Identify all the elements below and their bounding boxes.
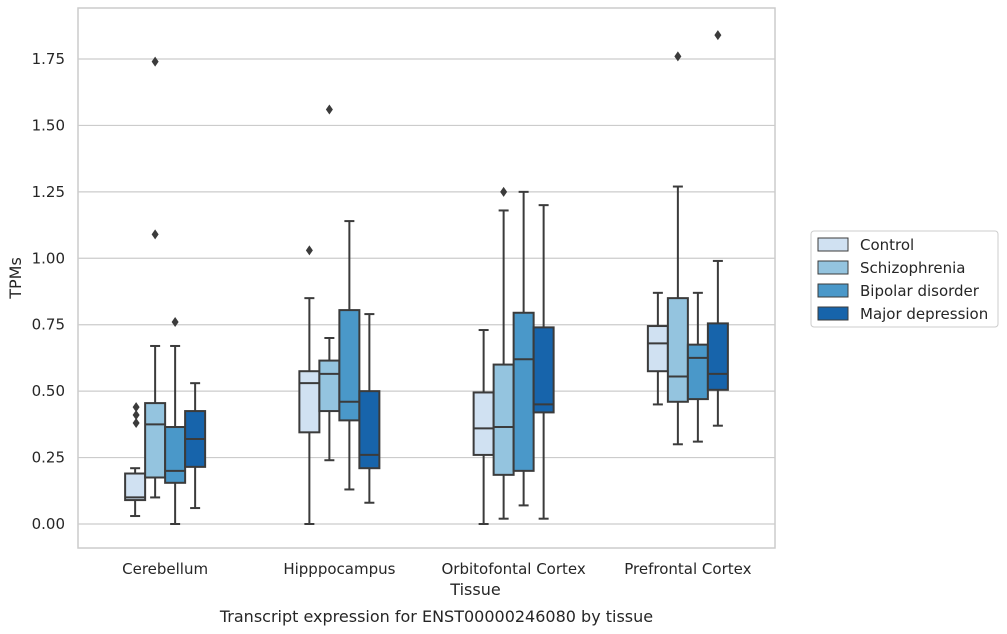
y-tick-label: 0.50 — [32, 382, 65, 400]
box-bipolar-disorder — [686, 291, 709, 443]
box-plot-area — [124, 30, 729, 525]
x-tick-label: Prefrontal Cortex — [624, 560, 751, 578]
box-schizophrenia — [318, 104, 341, 462]
x-tick-label: Orbitofontal Cortex — [442, 560, 586, 578]
outlier-point — [305, 245, 313, 256]
outlier-point — [132, 402, 140, 413]
outlier-point — [132, 410, 140, 421]
box — [164, 426, 187, 484]
legend-swatch — [817, 283, 849, 298]
outlier-point — [674, 51, 682, 62]
outlier-point — [151, 229, 159, 240]
y-tick-label: 0.25 — [32, 449, 65, 467]
box — [532, 326, 555, 414]
box-bipolar-disorder — [164, 317, 187, 525]
legend-label: Schizophrenia — [860, 259, 965, 277]
box — [358, 390, 381, 470]
legend: Control Schizophrenia Bipolar disorder Majo… — [810, 230, 999, 328]
box-bipolar-disorder — [512, 190, 535, 507]
legend-label: Bipolar disorder — [860, 282, 980, 300]
box — [706, 322, 729, 391]
box-control — [298, 245, 321, 525]
y-tick-label: 0.75 — [32, 316, 65, 334]
box — [666, 297, 689, 403]
box-control — [124, 467, 147, 518]
y-tick-label: 0.00 — [32, 515, 65, 533]
outlier-point — [714, 30, 722, 41]
box — [144, 402, 167, 479]
box-schizophrenia — [144, 56, 167, 499]
x-tick-label: Cerebellum — [122, 560, 208, 578]
chart-caption: Transcript expression for ENST0000024608… — [219, 607, 653, 626]
box — [472, 391, 495, 456]
legend-swatch — [817, 260, 849, 275]
x-axis-ticks: Cerebellum Hipppocampus Orbitofontal Corte… — [122, 560, 751, 578]
box-control — [646, 291, 669, 406]
legend-swatch — [817, 237, 849, 252]
box-major-depression — [358, 313, 381, 504]
box-major-depression — [532, 204, 555, 520]
box — [646, 325, 669, 373]
outlier-point — [500, 186, 508, 197]
box-schizophrenia — [492, 186, 515, 520]
box-schizophrenia — [666, 51, 689, 446]
y-tick-label: 1.00 — [32, 249, 65, 267]
box — [124, 472, 147, 502]
y-axis-ticks: 0.00 0.25 0.50 0.75 1.00 1.25 1.50 1.75 — [32, 50, 65, 533]
legend-item: Schizophrenia — [817, 259, 965, 277]
box — [686, 343, 709, 401]
outlier-point — [171, 317, 179, 328]
plot-frame — [77, 7, 776, 549]
box-bipolar-disorder — [338, 220, 361, 491]
x-tick-label: Hipppocampus — [283, 560, 395, 578]
box — [338, 309, 361, 422]
y-axis-label: TPMs — [6, 257, 25, 300]
box — [298, 370, 321, 434]
box-control — [472, 329, 495, 525]
legend-frame — [810, 230, 999, 328]
box — [318, 359, 341, 413]
legend-label: Major depression — [860, 305, 988, 323]
legend-item: Bipolar disorder — [817, 282, 980, 300]
outlier-point — [151, 56, 159, 67]
box — [492, 363, 515, 476]
legend-label: Control — [860, 236, 914, 254]
y-tick-label: 1.25 — [32, 183, 65, 201]
box — [512, 311, 535, 472]
box-major-depression — [706, 30, 729, 427]
outlier-point — [325, 104, 333, 115]
legend-swatch — [817, 306, 849, 321]
y-tick-label: 1.50 — [32, 116, 65, 134]
outlier-point — [132, 418, 140, 429]
y-tick-label: 1.75 — [32, 50, 65, 68]
x-axis-label: Tissue — [449, 580, 500, 599]
legend-item: Major depression — [817, 305, 988, 323]
legend-item: Control — [817, 236, 914, 254]
box-major-depression — [184, 382, 207, 510]
